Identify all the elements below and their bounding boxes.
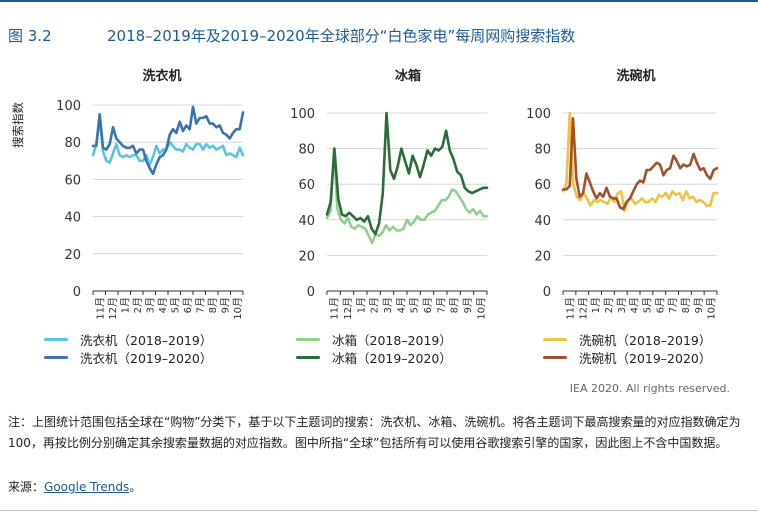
figure-label: 图 3.2 [8, 27, 52, 45]
legend-item: 冰箱（2018–2019） [296, 330, 452, 348]
y-tick-label: 40 [64, 211, 81, 226]
x-tick-label: 4月 [395, 297, 407, 313]
x-tick-label: 3月 [616, 297, 628, 313]
y-tick-label: 40 [534, 214, 551, 229]
source-prefix: 来源： [8, 480, 45, 494]
top-rule [0, 0, 758, 2]
y-tick-label: 40 [298, 214, 315, 229]
x-tick-label: 2月 [603, 297, 615, 313]
y-tick-label: 60 [534, 178, 551, 193]
legend-label: 洗衣机（2018–2019） [80, 332, 213, 348]
series-line [561, 111, 719, 213]
y-tick-label: 80 [64, 136, 81, 151]
x-tick-label: 10月 [706, 297, 718, 320]
series-line [91, 105, 245, 176]
chart-panel: 洗衣机 0 20 40 60 80 100 11月 12月 1月 2月 3月 4月 5月 6月 7月 8月 9月 1… [56, 68, 245, 320]
legend-label: 洗碗机（2018–2019） [579, 332, 712, 348]
chart-title: 洗碗机 [616, 68, 655, 84]
figure-title: 2018–2019年及2019–2020年全球部分“白色家电”每周网购搜索指数 [107, 27, 576, 45]
x-tick-label: 11月 [329, 297, 341, 320]
credit-line: IEA 2020. All rights reserved. [569, 382, 730, 395]
x-tick-label: 10月 [475, 297, 487, 320]
legend-label: 冰箱（2019–2020） [332, 350, 452, 366]
chart-panel: 洗碗机 0 20 40 60 80 100 11月 12月 1月 2月 3月 4月 5月 6月 7月 8月 9月 1… [526, 68, 719, 320]
x-tick-label: 6月 [654, 297, 666, 313]
x-tick-label: 12月 [577, 297, 589, 320]
x-tick-label: 4月 [629, 297, 641, 313]
legend-item: 洗衣机（2018–2019） [44, 330, 212, 348]
source-line: 来源：Google Trends。 [8, 478, 141, 495]
y-tick-label: 80 [534, 143, 551, 158]
x-tick-label: 11月 [94, 297, 106, 320]
legend-label: 洗碗机（2019–2020） [579, 350, 712, 366]
x-tick-label: 7月 [194, 297, 206, 313]
source-link[interactable]: Google Trends [44, 480, 130, 494]
y-tick-label: 60 [64, 173, 81, 188]
x-tick-label: 4月 [157, 297, 169, 313]
x-tick-label: 6月 [182, 297, 194, 313]
x-tick-label: 3月 [382, 297, 394, 313]
x-tick-label: 9月 [693, 297, 705, 313]
legend-swatch [44, 337, 68, 341]
x-tick-label: 9月 [462, 297, 474, 313]
legend-label: 冰箱（2018–2019） [332, 332, 452, 348]
chart-title: 冰箱 [395, 68, 421, 84]
legend-swatch [543, 337, 567, 341]
x-tick-label: 1月 [119, 297, 131, 313]
x-tick-label: 5月 [409, 297, 421, 313]
x-tick-label: 3月 [144, 297, 156, 313]
legend-item: 洗碗机（2019–2020） [543, 348, 711, 366]
legend-washing-machine: 洗衣机（2018–2019） 洗衣机（2019–2020） [44, 330, 212, 366]
legend-label: 洗衣机（2019–2020） [80, 350, 213, 366]
x-tick-label: 2月 [132, 297, 144, 313]
x-tick-label: 6月 [422, 297, 434, 313]
x-tick-label: 2月 [369, 297, 381, 313]
x-tick-label: 1月 [590, 297, 602, 313]
x-tick-label: 8月 [680, 297, 692, 313]
y-tick-label: 20 [534, 249, 551, 264]
legend-swatch [44, 355, 68, 359]
legend-dishwasher: 洗碗机（2018–2019） 洗碗机（2019–2020） [543, 330, 711, 366]
legend-swatch [296, 337, 320, 341]
y-tick-label: 0 [73, 285, 81, 300]
x-tick-label: 7月 [667, 297, 679, 313]
x-tick-label: 1月 [355, 297, 367, 313]
source-suffix: 。 [129, 480, 142, 494]
chart-title: 洗衣机 [142, 68, 181, 84]
y-tick-label: 0 [307, 285, 315, 300]
y-tick-label: 100 [290, 107, 315, 122]
y-tick-label: 100 [56, 99, 81, 114]
y-tick-label: 20 [298, 249, 315, 264]
x-tick-label: 8月 [207, 297, 219, 313]
legend-refrigerator: 冰箱（2018–2019） 冰箱（2019–2020） [296, 330, 452, 366]
x-tick-label: 5月 [169, 297, 181, 313]
series-line [325, 147, 489, 245]
x-tick-label: 10月 [232, 297, 244, 320]
x-tick-label: 7月 [435, 297, 447, 313]
y-tick-label: 60 [298, 178, 315, 193]
x-tick-label: 11月 [564, 297, 576, 320]
x-tick-label: 8月 [449, 297, 461, 313]
legend-item: 洗衣机（2019–2020） [44, 348, 212, 366]
y-tick-label: 0 [543, 285, 551, 300]
y-tick-label: 20 [64, 248, 81, 263]
y-tick-label: 100 [526, 107, 551, 122]
legend-item: 洗碗机（2018–2019） [543, 330, 711, 348]
x-tick-label: 12月 [107, 297, 119, 320]
chart-panel: 冰箱 0 20 40 60 80 100 11月 12月 1月 2月 3月 4月 5月 6月 7月 8月 9月 10… [290, 68, 489, 320]
footnote: 注：上图统计范围包括全球在“购物”分类下，基于以下主题词的搜索：洗衣机、冰箱、洗… [8, 415, 741, 450]
series-line [325, 111, 489, 236]
series-line [561, 117, 719, 211]
y-tick-label: 80 [298, 143, 315, 158]
x-tick-label: 5月 [641, 297, 653, 313]
y-axis-label: 搜索指数 [11, 102, 25, 148]
x-tick-label: 9月 [219, 297, 231, 313]
legend-swatch [543, 355, 567, 359]
legend-swatch [296, 355, 320, 359]
bottom-rule [0, 510, 758, 511]
legend-item: 冰箱（2019–2020） [296, 348, 452, 366]
x-tick-label: 12月 [342, 297, 354, 320]
